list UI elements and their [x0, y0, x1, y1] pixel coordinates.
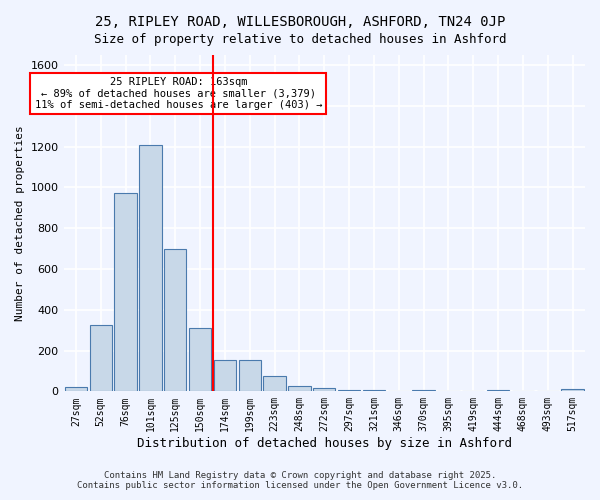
- Bar: [214, 360, 236, 392]
- Text: 25 RIPLEY ROAD: 163sqm
← 89% of detached houses are smaller (3,379)
11% of semi-: 25 RIPLEY ROAD: 163sqm ← 89% of detached…: [35, 77, 322, 110]
- Text: 25, RIPLEY ROAD, WILLESBOROUGH, ASHFORD, TN24 0JP: 25, RIPLEY ROAD, WILLESBOROUGH, ASHFORD,…: [95, 15, 505, 29]
- Bar: [562, 390, 584, 392]
- X-axis label: Distribution of detached houses by size in Ashford: Distribution of detached houses by size …: [137, 437, 512, 450]
- Bar: [164, 248, 187, 392]
- Bar: [412, 390, 435, 392]
- Bar: [239, 360, 261, 392]
- Bar: [189, 328, 211, 392]
- Bar: [115, 192, 137, 392]
- Text: Size of property relative to detached houses in Ashford: Size of property relative to detached ho…: [94, 32, 506, 46]
- Bar: [363, 390, 385, 392]
- Text: Contains HM Land Registry data © Crown copyright and database right 2025.
Contai: Contains HM Land Registry data © Crown c…: [77, 470, 523, 490]
- Bar: [487, 390, 509, 392]
- Bar: [338, 390, 360, 392]
- Bar: [288, 386, 311, 392]
- Bar: [65, 388, 87, 392]
- Bar: [313, 388, 335, 392]
- Bar: [89, 325, 112, 392]
- Y-axis label: Number of detached properties: Number of detached properties: [15, 126, 25, 321]
- Bar: [263, 376, 286, 392]
- Bar: [139, 144, 161, 392]
